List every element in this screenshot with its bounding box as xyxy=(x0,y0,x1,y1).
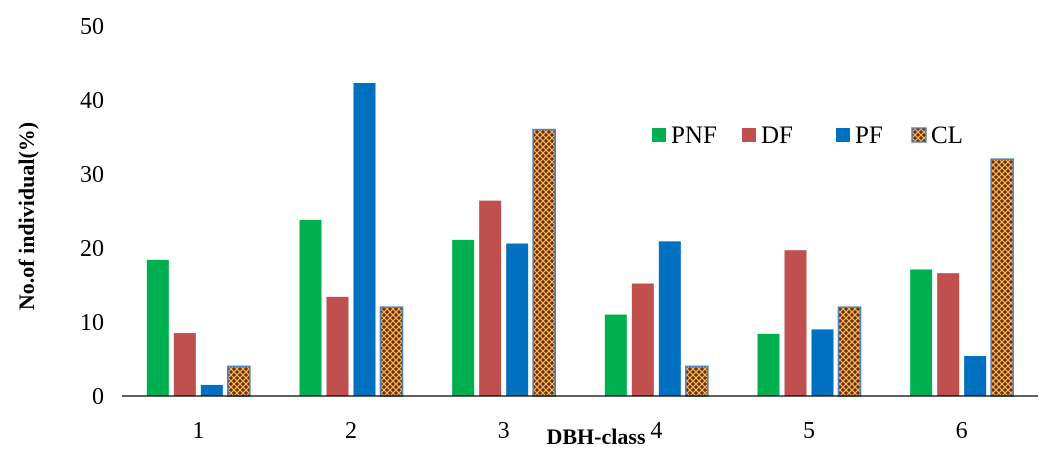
bar-pnf-5 xyxy=(757,333,780,396)
bar-df-6 xyxy=(937,273,960,396)
x-tick-label: 1 xyxy=(192,418,204,444)
bar-pf-1 xyxy=(200,384,223,396)
y-axis-title: No.of individual(%) xyxy=(14,122,39,310)
bar-pf-5 xyxy=(811,329,834,396)
x-tick-label: 4 xyxy=(650,418,662,444)
legend-label-pnf: PNF xyxy=(671,122,717,149)
legend-label-df: DF xyxy=(761,122,793,149)
bar-cl-5 xyxy=(837,306,862,397)
bar-cl-1 xyxy=(227,365,251,397)
x-axis-title: DBH-class xyxy=(547,424,646,449)
y-axis-ticks: 0 10 20 30 40 50 xyxy=(80,14,104,410)
x-tick-label: 6 xyxy=(956,418,968,444)
bar-pf-6 xyxy=(964,356,987,396)
y-tick-label: 40 xyxy=(80,88,104,114)
bar-df-3 xyxy=(479,200,502,396)
bar-df-1 xyxy=(173,333,196,396)
bar-pnf-6 xyxy=(910,269,933,396)
bar-cl-6 xyxy=(990,158,1014,397)
bar-pnf-3 xyxy=(452,239,475,396)
x-axis-ticks: 1 2 3 4 5 6 xyxy=(192,418,967,444)
y-tick-label: 30 xyxy=(80,162,104,188)
y-tick-label: 50 xyxy=(80,14,104,40)
bar-pf-3 xyxy=(506,243,529,396)
legend-swatch-cl xyxy=(911,127,927,143)
legend-label-cl: CL xyxy=(931,122,963,149)
x-tick-label: 2 xyxy=(345,418,357,444)
bar-df-2 xyxy=(326,296,349,396)
bar-cl-2 xyxy=(379,306,404,397)
y-tick-label: 10 xyxy=(80,310,104,336)
legend: PNF DF PF CL xyxy=(652,122,963,149)
bar-pf-2 xyxy=(353,82,376,396)
bar-pnf-1 xyxy=(146,259,169,396)
bar-pnf-4 xyxy=(604,314,627,396)
bars-group xyxy=(146,82,1014,397)
bar-df-5 xyxy=(784,250,807,396)
y-tick-label: 20 xyxy=(80,236,104,262)
legend-swatch-df xyxy=(742,128,756,142)
bar-pf-4 xyxy=(658,241,681,396)
bar-cl-4 xyxy=(685,365,709,397)
legend-swatch-pnf xyxy=(652,128,666,142)
x-tick-label: 5 xyxy=(803,418,815,444)
bar-pnf-2 xyxy=(299,219,322,396)
bar-cl-3 xyxy=(532,128,556,397)
x-tick-label: 3 xyxy=(498,418,510,444)
bar-df-4 xyxy=(631,283,654,396)
legend-swatch-pf xyxy=(836,128,850,142)
y-tick-label: 0 xyxy=(92,384,104,410)
legend-label-pf: PF xyxy=(855,122,883,149)
